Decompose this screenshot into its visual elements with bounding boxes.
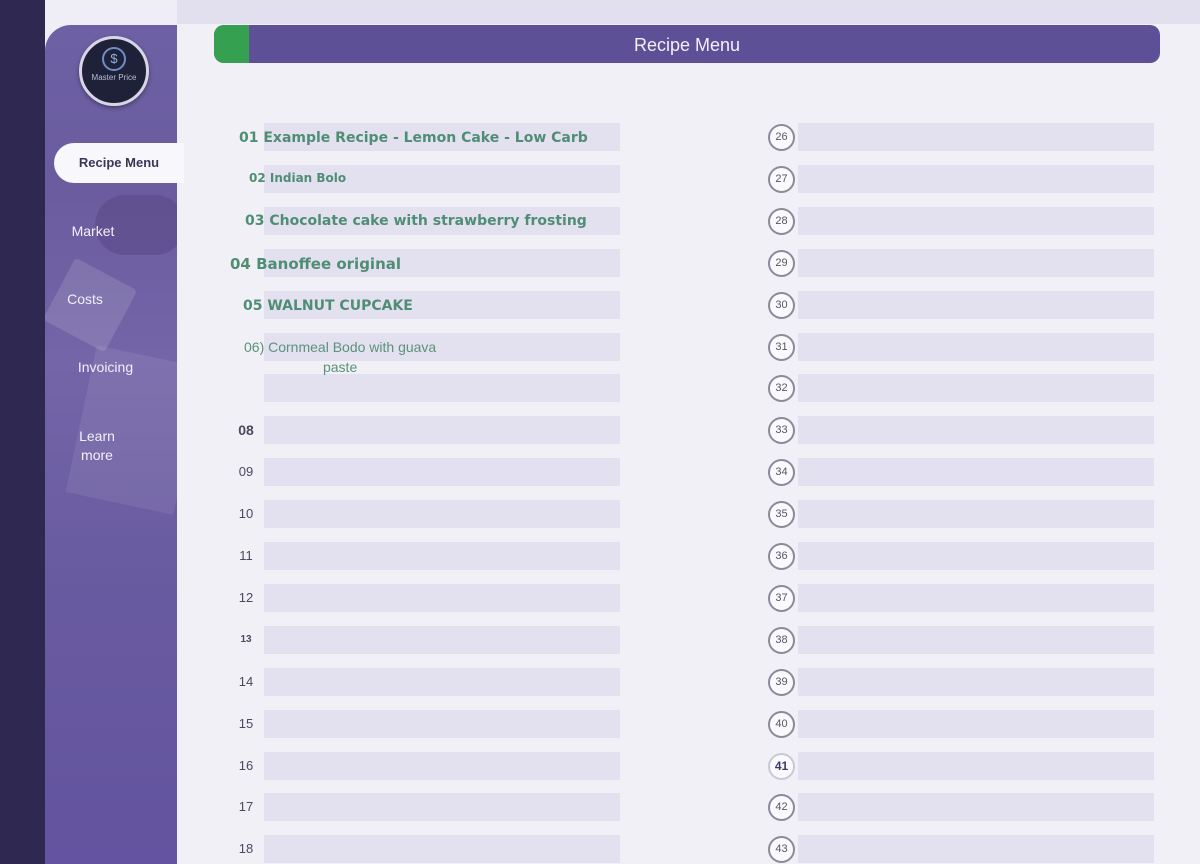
row-number: 10 [238, 506, 254, 521]
row-number: 08 [238, 422, 254, 438]
row-number: 18 [238, 841, 254, 856]
recipe-title[interactable]: 02 Indian Bolo [249, 171, 347, 185]
recipe-slot[interactable] [798, 584, 1154, 612]
row-number-badge: 33 [768, 417, 795, 444]
row-number-badge: 30 [768, 292, 795, 319]
nav-invoicing[interactable]: Invoicing [77, 359, 134, 375]
row-number: 16 [238, 758, 254, 773]
recipe-slot[interactable] [264, 249, 620, 277]
row-number-badge: 36 [768, 543, 795, 570]
row-number: 17 [238, 799, 254, 814]
brand-logo[interactable]: $ Master Price [79, 36, 149, 106]
row-number: 11 [239, 548, 253, 563]
dark-rail [0, 0, 45, 864]
recipe-slot[interactable] [798, 542, 1154, 570]
recipe-slot[interactable] [264, 668, 620, 696]
nav-learn-more[interactable]: Learn more [79, 428, 115, 463]
row-number-badge: 37 [768, 585, 795, 612]
decor-shape [95, 195, 177, 255]
recipe-title[interactable]: 03 Chocolate cake with strawberry frosti… [245, 213, 587, 229]
recipe-slot[interactable] [798, 458, 1154, 486]
row-number-badge: 42 [768, 794, 795, 821]
recipe-slot[interactable] [264, 333, 620, 361]
recipe-slot[interactable] [798, 333, 1154, 361]
header-accent [214, 25, 249, 63]
recipe-slot[interactable] [798, 793, 1154, 821]
recipe-slot[interactable] [264, 458, 620, 486]
nav-recipe-menu[interactable]: Recipe Menu [54, 143, 184, 183]
recipe-title[interactable]: 04 Banoffee original [230, 255, 402, 273]
recipe-slot[interactable] [264, 416, 620, 444]
recipe-slot[interactable] [264, 542, 620, 570]
brand-name: Master Price [91, 73, 137, 82]
row-number-badge: 40 [768, 711, 795, 738]
nav-costs[interactable]: Costs [67, 291, 103, 307]
recipe-slot[interactable] [264, 626, 620, 654]
row-number-badge: 39 [768, 669, 795, 696]
recipe-slot[interactable] [264, 793, 620, 821]
recipe-slot[interactable] [798, 291, 1154, 319]
row-number: 14 [238, 674, 254, 689]
recipe-slot[interactable] [798, 165, 1154, 193]
recipe-slot[interactable] [798, 500, 1154, 528]
recipe-title[interactable]: 06) Cornmeal Bodo with guava paste [244, 339, 437, 375]
row-number: 09 [238, 464, 254, 479]
row-number-badge: 32 [768, 375, 795, 402]
recipe-slot[interactable] [798, 416, 1154, 444]
recipe-slot[interactable] [264, 835, 620, 863]
row-number-badge: 29 [768, 250, 795, 277]
recipe-slot[interactable] [264, 207, 620, 235]
recipe-slot[interactable] [798, 123, 1154, 151]
row-number-badge: 41 [768, 753, 795, 780]
nav-market[interactable]: Market [71, 223, 115, 239]
recipe-title[interactable]: 05 WALNUT CUPCAKE [243, 298, 413, 314]
recipe-slot[interactable] [798, 668, 1154, 696]
recipe-slot[interactable] [264, 584, 620, 612]
row-number-badge: 35 [768, 501, 795, 528]
recipe-slot[interactable] [798, 710, 1154, 738]
row-number-badge: 28 [768, 208, 795, 235]
recipe-slot[interactable] [264, 500, 620, 528]
row-number-badge: 26 [768, 124, 795, 151]
row-number-badge: 34 [768, 459, 795, 486]
recipe-slot[interactable] [798, 374, 1154, 402]
recipe-slot[interactable] [798, 752, 1154, 780]
recipe-slot[interactable] [798, 626, 1154, 654]
row-number: 15 [238, 716, 254, 731]
recipe-slot[interactable] [264, 752, 620, 780]
recipe-slot[interactable] [798, 207, 1154, 235]
recipe-title[interactable]: 01 Example Recipe - Lemon Cake - Low Car… [239, 130, 588, 146]
header-bar: Recipe Menu [214, 25, 1160, 63]
recipe-slot[interactable] [264, 123, 620, 151]
row-number: 12 [238, 590, 254, 605]
recipe-slot[interactable] [264, 165, 620, 193]
recipe-slot[interactable] [264, 291, 620, 319]
recipe-slot[interactable] [264, 374, 620, 402]
recipe-slot[interactable] [264, 710, 620, 738]
dollar-icon: $ [102, 47, 126, 71]
row-number-badge: 27 [768, 166, 795, 193]
top-strip [177, 0, 1200, 24]
row-number-badge: 38 [768, 627, 795, 654]
recipe-slot[interactable] [798, 835, 1154, 863]
row-number-badge: 31 [768, 334, 795, 361]
recipe-slot[interactable] [798, 249, 1154, 277]
row-number: 13 [240, 634, 252, 645]
page-title: Recipe Menu [633, 35, 741, 55]
row-number-badge: 43 [768, 836, 795, 863]
